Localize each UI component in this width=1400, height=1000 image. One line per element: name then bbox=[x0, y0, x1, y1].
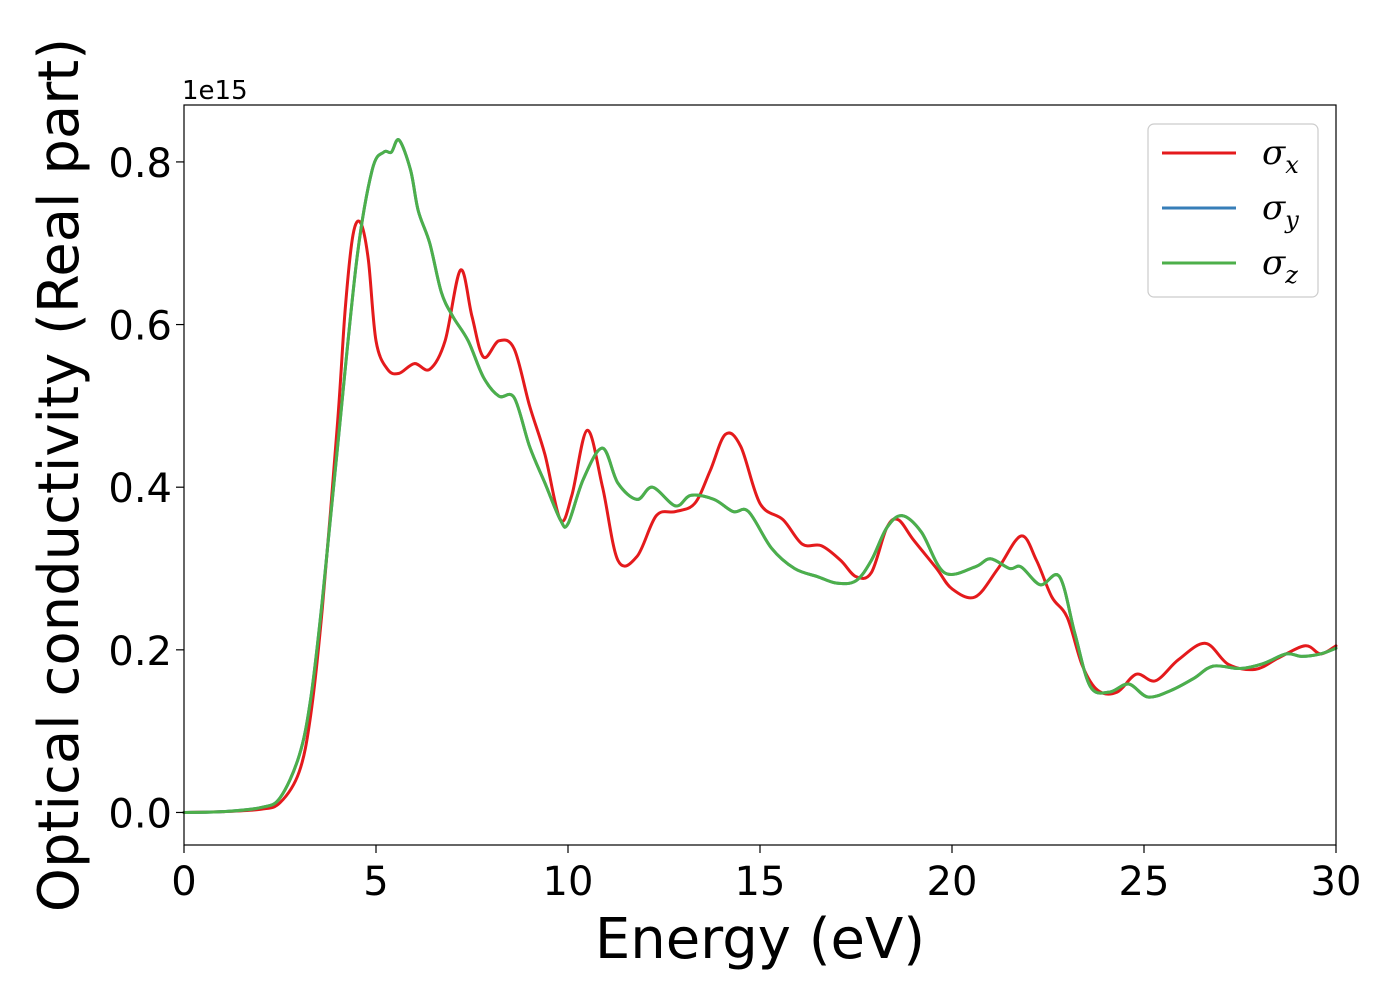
x-tick-label: 15 bbox=[735, 859, 786, 905]
x-tick-label: 30 bbox=[1311, 859, 1362, 905]
x-tick-label: 5 bbox=[363, 859, 388, 905]
y-tick-label: 0.4 bbox=[108, 466, 172, 512]
series-line-z bbox=[182, 138, 1338, 814]
x-tick-label: 20 bbox=[927, 859, 978, 905]
x-tick-label: 0 bbox=[171, 859, 196, 905]
x-tick-label: 25 bbox=[1119, 859, 1170, 905]
y-offset-label: 1e15 bbox=[182, 76, 248, 106]
y-tick-label: 0.2 bbox=[108, 629, 172, 675]
series-layer bbox=[182, 138, 1338, 814]
y-tick-label: 0.0 bbox=[108, 791, 172, 837]
y-axis-label: Optical conductivity (Real part) bbox=[27, 38, 92, 912]
y-tick-label: 0.8 bbox=[108, 141, 172, 187]
x-tick-label: 10 bbox=[543, 859, 594, 905]
y-tick-label: 0.6 bbox=[108, 304, 172, 350]
y-axis-ticks: 0.0 0.2 0.4 0.6 0.8 bbox=[108, 141, 184, 837]
plot-background bbox=[184, 105, 1336, 845]
x-axis-ticks: 0 5 10 15 20 25 30 bbox=[171, 845, 1361, 905]
legend-frame bbox=[1147, 123, 1319, 298]
x-axis-label: Energy (eV) bbox=[595, 907, 925, 972]
